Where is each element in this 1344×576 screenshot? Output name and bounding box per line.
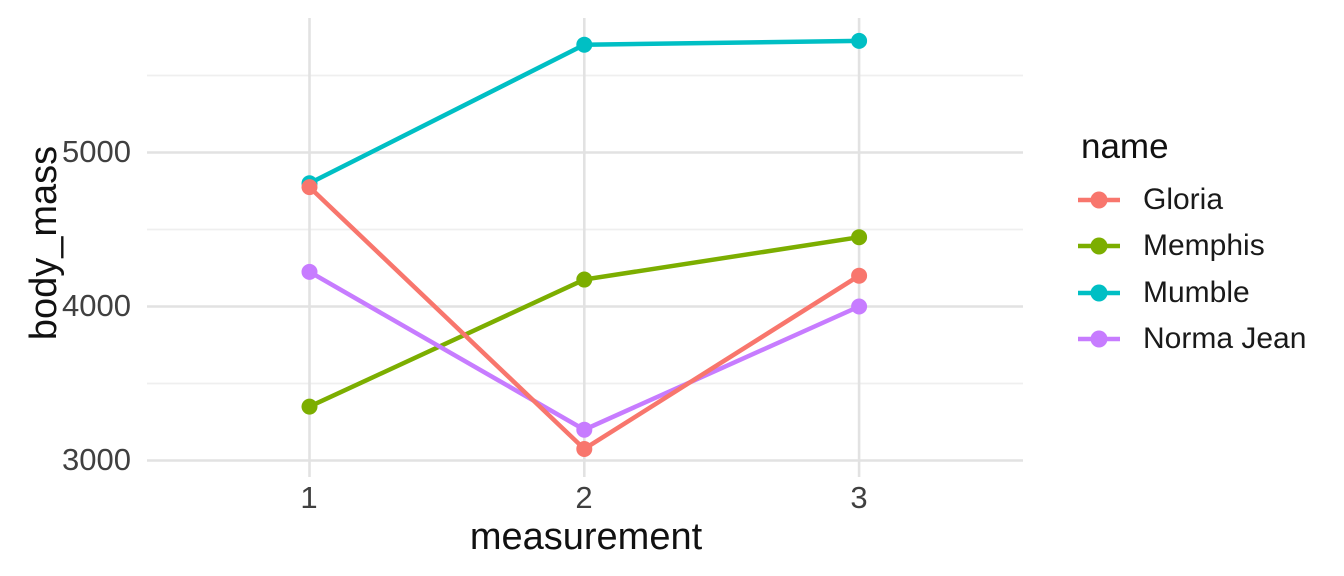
x-axis-title: measurement [469,516,703,558]
data-point-memphis-m2 [576,271,593,288]
data-point-norma-jean-m1 [301,263,318,280]
y-tick-label-4000: 4000 [62,288,131,323]
x-tick-label-3: 3 [850,480,868,515]
legend-item-memphis: Memphis [1076,226,1265,266]
legend-key-line-dot-icon [1078,237,1120,255]
legend-label: Norma Jean [1143,322,1307,355]
legend-key-line-dot-icon [1078,191,1120,209]
x-tick-label-2: 2 [575,480,593,515]
y-axis-title: body_mass [23,145,65,341]
legend-title: name [1081,127,1169,166]
legend-item-gloria: Gloria [1076,180,1223,220]
data-point-gloria-m1 [301,179,318,196]
legend-item-norma-jean: Norma Jean [1076,319,1306,359]
data-point-norma-jean-m2 [576,421,593,438]
data-point-gloria-m3 [851,267,868,284]
legend-key-line-dot-icon [1078,330,1120,348]
legend-label: Memphis [1143,229,1265,262]
x-tick-label-1: 1 [300,480,318,515]
data-point-mumble-m3 [851,32,868,49]
legend-item-mumble: Mumble [1076,273,1250,313]
y-tick-label-3000: 3000 [62,442,131,477]
legend-label: Mumble [1143,276,1250,309]
data-point-mumble-m2 [576,36,593,53]
legend-label: Gloria [1143,183,1224,216]
data-point-norma-jean-m3 [851,298,868,315]
data-point-memphis-m1 [301,398,318,415]
data-point-gloria-m2 [576,440,593,457]
y-tick-label-5000: 5000 [62,134,131,169]
legend-key-line-dot-icon [1078,284,1120,302]
data-point-memphis-m3 [851,229,868,246]
